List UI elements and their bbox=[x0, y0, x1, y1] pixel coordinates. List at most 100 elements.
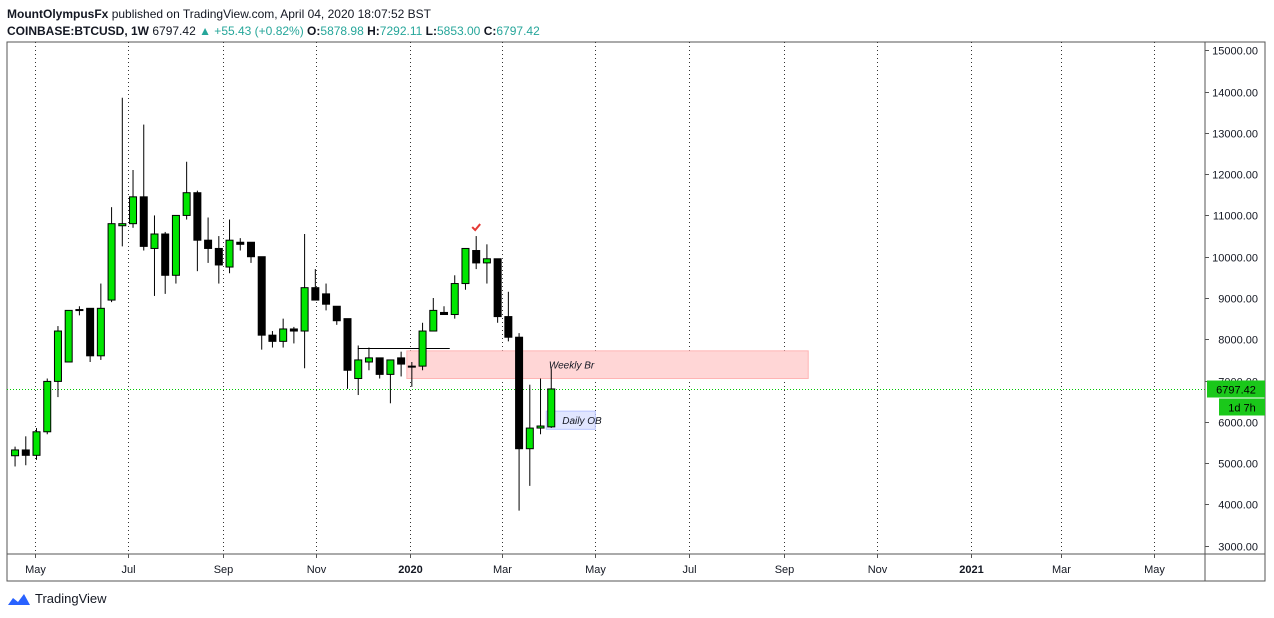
candle-down[interactable] bbox=[214, 247, 223, 266]
countdown-label: 1d 7h bbox=[1228, 403, 1256, 415]
candle-up[interactable] bbox=[75, 309, 84, 312]
x-tick-label: Nov bbox=[307, 564, 327, 576]
candle-up[interactable] bbox=[96, 307, 105, 357]
x-tick-label: Sep bbox=[214, 564, 234, 576]
daily-ob-zone[interactable] bbox=[545, 410, 596, 430]
candle-up[interactable] bbox=[429, 309, 438, 332]
x-tick-label: Mar bbox=[1052, 564, 1071, 576]
candle-up[interactable] bbox=[300, 287, 309, 332]
y-tick-label: 15000.00 bbox=[1212, 46, 1258, 58]
candle-down[interactable] bbox=[268, 334, 277, 342]
candle-up[interactable] bbox=[450, 283, 459, 316]
candle-down[interactable] bbox=[193, 192, 202, 241]
x-tick-label: May bbox=[1144, 564, 1165, 576]
candle-up[interactable] bbox=[32, 431, 41, 456]
candle-down[interactable] bbox=[515, 336, 524, 450]
brand-label: TradingView bbox=[35, 591, 107, 606]
candle-up[interactable] bbox=[364, 357, 373, 363]
y-tick-label: 4000.00 bbox=[1218, 500, 1258, 512]
candle-up[interactable] bbox=[182, 192, 191, 216]
candle-up[interactable] bbox=[386, 359, 395, 375]
y-tick-label: 11000.00 bbox=[1213, 211, 1258, 223]
candle-down[interactable] bbox=[161, 233, 170, 276]
y-tick-label: 6000.00 bbox=[1218, 418, 1258, 430]
candle-up[interactable] bbox=[11, 449, 20, 457]
close-label: C: bbox=[483, 24, 497, 38]
close-value: 6797.42 bbox=[496, 24, 540, 38]
low-label: L: bbox=[425, 24, 437, 38]
candle-down[interactable] bbox=[440, 311, 449, 316]
candle-up[interactable] bbox=[536, 425, 545, 429]
candle-down[interactable] bbox=[204, 239, 213, 249]
candle-down[interactable] bbox=[375, 357, 384, 375]
check-mark-icon bbox=[471, 223, 481, 232]
candle-up[interactable] bbox=[129, 196, 138, 225]
x-tick-label: May bbox=[25, 564, 46, 576]
candle-up[interactable] bbox=[482, 258, 491, 264]
candle-up[interactable] bbox=[53, 330, 62, 382]
x-tick-label: 2020 bbox=[398, 564, 422, 576]
last-price: 6797.42 bbox=[152, 24, 196, 38]
candle-up[interactable] bbox=[547, 388, 556, 428]
candle-down[interactable] bbox=[139, 196, 148, 247]
candle-down[interactable] bbox=[322, 293, 331, 305]
candle-up[interactable] bbox=[107, 223, 116, 301]
candle-up[interactable] bbox=[279, 328, 288, 342]
candle-down[interactable] bbox=[257, 256, 266, 336]
candle-up[interactable] bbox=[418, 330, 427, 367]
high-value: 7292.11 bbox=[379, 24, 423, 38]
candle-up[interactable] bbox=[354, 359, 363, 380]
open-value: 5878.98 bbox=[320, 24, 364, 38]
price-change: ▲ +55.43 (+0.82%) bbox=[199, 24, 304, 38]
candle-up[interactable] bbox=[225, 239, 234, 268]
x-tick-label: Nov bbox=[868, 564, 888, 576]
candle-down[interactable] bbox=[472, 250, 481, 264]
candle-down[interactable] bbox=[493, 258, 502, 318]
candle-up[interactable] bbox=[407, 365, 416, 368]
y-tick-label: 8000.00 bbox=[1218, 335, 1258, 347]
candle-down[interactable] bbox=[332, 305, 341, 322]
candle-up[interactable] bbox=[525, 427, 534, 450]
y-tick-label: 9000.00 bbox=[1218, 294, 1258, 306]
price-tag bbox=[1207, 380, 1265, 398]
candle-up[interactable] bbox=[461, 247, 470, 285]
candle-down[interactable] bbox=[236, 241, 245, 245]
candle-down[interactable] bbox=[397, 357, 406, 365]
candle-down[interactable] bbox=[289, 328, 298, 332]
candle-down[interactable] bbox=[343, 318, 352, 371]
weekly-br-label: Weekly Br bbox=[549, 361, 595, 372]
publish-info: published on TradingView.com, April 04, … bbox=[111, 7, 432, 21]
candle-down[interactable] bbox=[311, 287, 320, 301]
author-name[interactable]: MountOlympusFx bbox=[7, 7, 109, 21]
candle-down[interactable] bbox=[246, 241, 255, 258]
high-label: H: bbox=[367, 24, 380, 38]
candle-down[interactable] bbox=[86, 307, 95, 357]
candle-up[interactable] bbox=[171, 214, 180, 276]
candle-up[interactable] bbox=[150, 233, 159, 249]
x-tick-label: Jul bbox=[682, 564, 696, 576]
x-tick-label: May bbox=[585, 564, 606, 576]
candle-up[interactable] bbox=[118, 223, 127, 227]
chart-frame bbox=[6, 41, 1266, 582]
y-tick-label: 5000.00 bbox=[1218, 459, 1258, 471]
ohlc-line: COINBASE:BTCUSD, 1W 6797.42 ▲ +55.43 (+0… bbox=[7, 23, 540, 39]
candle-up[interactable] bbox=[43, 380, 52, 433]
open-label: O: bbox=[307, 24, 321, 38]
x-tick-label: Jul bbox=[121, 564, 135, 576]
low-value: 5853.00 bbox=[436, 24, 481, 38]
weekly-br-zone[interactable] bbox=[406, 350, 809, 380]
y-tick-label: 12000.00 bbox=[1212, 170, 1258, 182]
candle-up[interactable] bbox=[64, 309, 73, 363]
y-tick-label: 14000.00 bbox=[1212, 88, 1258, 100]
y-tick-label: 10000.00 bbox=[1212, 253, 1258, 265]
x-tick-label: 2021 bbox=[959, 564, 983, 576]
symbol-label: COINBASE:BTCUSD, 1W bbox=[7, 24, 150, 38]
daily-ob-label: Daily OB bbox=[562, 416, 602, 427]
candle-down[interactable] bbox=[504, 316, 513, 338]
candle-down[interactable] bbox=[21, 449, 30, 456]
publish-line: MountOlympusFx published on TradingView.… bbox=[7, 6, 540, 22]
y-tick-label: 13000.00 bbox=[1212, 129, 1258, 141]
tradingview-brand[interactable]: TradingView bbox=[7, 591, 107, 606]
x-tick-label: Sep bbox=[775, 564, 795, 576]
